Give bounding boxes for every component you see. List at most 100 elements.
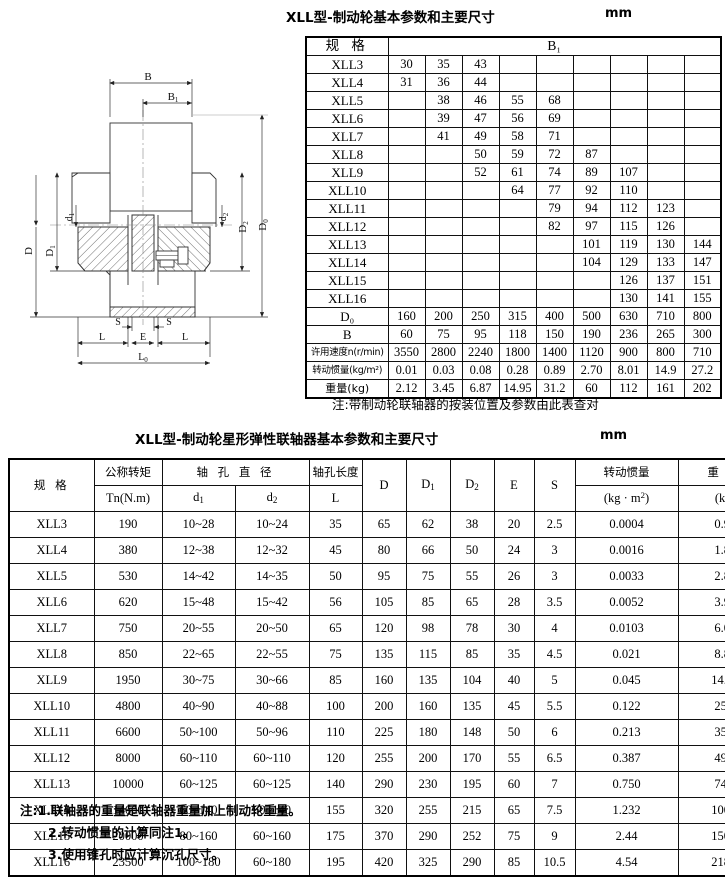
t1-row-spec: XLL13 — [305, 235, 389, 254]
t1-cell: 95 — [461, 325, 500, 344]
t2-cell-tn: 14600 — [93, 797, 163, 824]
t2-cell-L: 100 — [308, 693, 363, 720]
t1-cell — [683, 109, 722, 128]
t1-cell — [646, 163, 685, 182]
t1-cell — [683, 91, 722, 110]
t2-cell-d2: 60~140 — [234, 797, 310, 824]
t1-cell: 107 — [609, 163, 648, 182]
t1-cell — [646, 55, 685, 74]
t2-cell-d2: 50~96 — [234, 719, 310, 746]
t1-cell — [424, 181, 463, 200]
t2-cell-S: 6 — [533, 719, 576, 746]
t1-cell: 119 — [609, 235, 648, 254]
t2-cell-spec: XLL7 — [8, 615, 95, 642]
t2-cell-S: 3.5 — [533, 589, 576, 616]
t2-cell-inertia: 0.0004 — [574, 511, 679, 538]
t1-row-spec: XLL16 — [305, 289, 389, 308]
t2-cell-tn: 750 — [93, 615, 163, 642]
t1-cell — [646, 127, 685, 146]
t2-cell-spec: XLL5 — [8, 563, 95, 590]
t2-cell-S: 6.5 — [533, 745, 576, 772]
t1-cell — [572, 289, 611, 308]
dim-label-B1: B1 — [168, 91, 179, 104]
t2-cell-d2: 10~24 — [234, 511, 310, 538]
t1-cell — [646, 181, 685, 200]
dim-label-B: B — [144, 71, 151, 83]
dim-label-S-right: S — [166, 317, 172, 328]
dim-label-D1: D1 — [44, 245, 57, 257]
t2-cell-d2: 12~32 — [234, 537, 310, 564]
t2-cell-tn: 20000 — [93, 823, 163, 850]
t1-cell: 0.03 — [424, 361, 463, 380]
t1-cell: 123 — [646, 199, 685, 218]
t1-cell — [572, 91, 611, 110]
t1-cell: 0.89 — [535, 361, 574, 380]
t2-cell-D2: 50 — [449, 537, 495, 564]
t2-cell-inertia: 4.54 — [574, 849, 679, 877]
table-row: XLL15 126 137 151 — [305, 271, 722, 290]
t2-cell-L: 35 — [308, 511, 363, 538]
t1-cell: 0.01 — [387, 361, 426, 380]
t1-header-spec: 规 格 — [305, 36, 389, 56]
t2-cell-E: 30 — [493, 615, 535, 642]
t1-cell: 101 — [572, 235, 611, 254]
table-row: XLL662015~4815~42561058565283.50.00523.9… — [8, 589, 725, 616]
t1-cell: 58 — [498, 127, 537, 146]
t2-cell-D2: 135 — [449, 693, 495, 720]
t2-cell-L: 85 — [308, 667, 363, 694]
dim-label-S-left: S — [115, 317, 121, 328]
t2-cell-D1: 255 — [405, 797, 451, 824]
t2-cell-weight: 35.3 — [677, 719, 725, 746]
t2-cell-weight: 0.90 — [677, 511, 725, 538]
t2-cell-inertia: 0.021 — [574, 641, 679, 668]
t1-cell: 75 — [424, 325, 463, 344]
t1-cell: 6.87 — [461, 379, 500, 399]
t2-cell-spec: XLL11 — [8, 719, 95, 746]
t1-cell: 104 — [572, 253, 611, 272]
t2-cell-weight: 1.84 — [677, 537, 725, 564]
t1-cell — [609, 127, 648, 146]
t1-cell: 900 — [609, 343, 648, 362]
t2-cell-tn: 4800 — [93, 693, 163, 720]
t1-cell: 160 — [387, 307, 426, 326]
t1-cell — [498, 55, 537, 74]
t1-cell — [387, 181, 426, 200]
footer-note-1: 注:1.联轴器的重量是联轴器重量加上制动轮重量。 — [20, 803, 301, 818]
table-row: XLL12 8000 60~110 60~110 120 255 200 170 55 6.5 0.… — [8, 745, 725, 772]
t1-cell: 161 — [646, 379, 685, 399]
t1-header-b1: B₁ — [387, 36, 722, 56]
table-row: XLL4 31 36 44 — [305, 73, 722, 92]
t2-cell-L: 140 — [308, 771, 363, 798]
t2-cell-spec: XLL8 — [8, 641, 95, 668]
t2-cell-E: 85 — [493, 849, 535, 877]
t2-cell-L: 155 — [308, 797, 363, 824]
t2-cell-weight: 25.4 — [677, 693, 725, 720]
t2-cell-tn: 620 — [93, 589, 163, 616]
dim-label-D0: D0 — [257, 219, 270, 231]
t1-cell: 2.70 — [572, 361, 611, 380]
t2-cell-E: 50 — [493, 719, 535, 746]
t1-cell: 61 — [498, 163, 537, 182]
t1-cell: 59 — [498, 145, 537, 164]
dim-label-D2: D2 — [237, 221, 250, 233]
t2-header-d2: d2 — [234, 485, 310, 512]
t2-cell-S: 3 — [533, 537, 576, 564]
t2-cell-D: 65 — [361, 511, 407, 538]
t2-cell-D2: 55 — [449, 563, 495, 590]
t2-cell-E: 55 — [493, 745, 535, 772]
t1-cell: 43 — [461, 55, 500, 74]
t1-cell: 2240 — [461, 343, 500, 362]
t1-cell: 30 — [387, 55, 426, 74]
t2-cell-weight: 3.95 — [677, 589, 725, 616]
table-row: XLL9 52 61 74 89 107 — [305, 163, 722, 182]
t1-cell — [498, 289, 537, 308]
t1-cell — [535, 55, 574, 74]
t2-cell-spec: XLL10 — [8, 693, 95, 720]
t1-cell — [387, 91, 426, 110]
t2-cell-D1: 66 — [405, 537, 451, 564]
t1-cell — [461, 271, 500, 290]
t2-cell-D2: 252 — [449, 823, 495, 850]
